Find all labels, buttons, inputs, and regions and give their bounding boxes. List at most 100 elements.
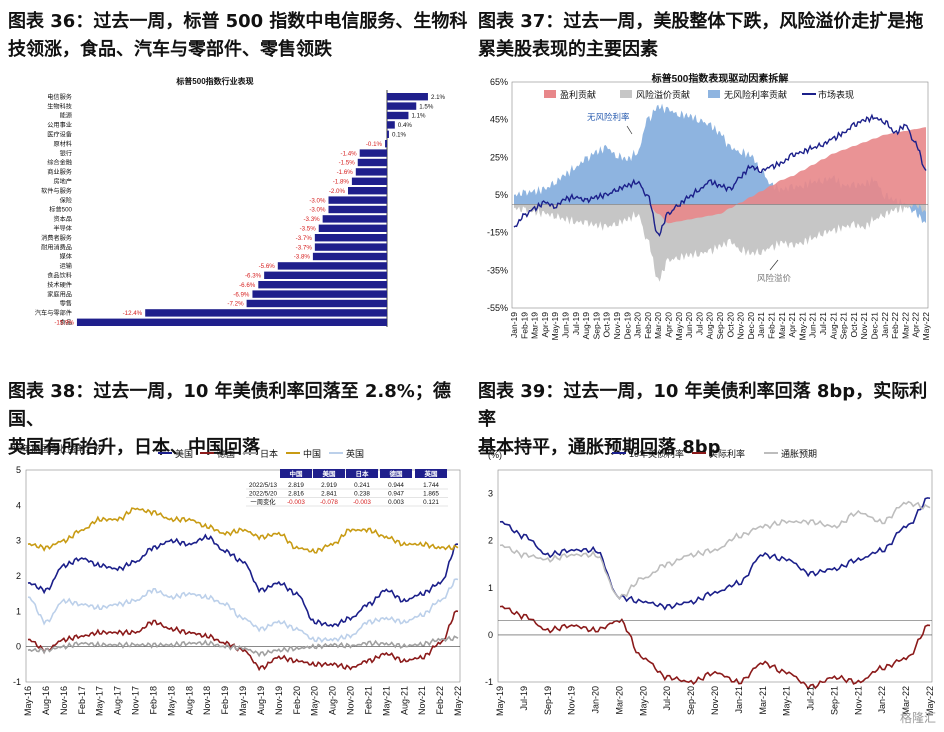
x-tick-label: Mar-20 <box>653 312 663 339</box>
category-label: 医疗设备 <box>47 131 73 139</box>
x-tick-label: Oct-19 <box>602 312 612 338</box>
y-tick-label: 3 <box>488 489 493 499</box>
x-tick-label: Mar-22 <box>900 312 910 339</box>
title-line-1: 图表 39：过去一周，10 年美债利率回落 8bp，实际利率 <box>478 381 928 430</box>
bar-12 <box>328 196 387 204</box>
x-tick-label: Aug-16 <box>41 686 51 715</box>
category-label: 房地产 <box>53 178 72 186</box>
table-cell: 0.121 <box>423 499 439 506</box>
x-tick-label: Aug-18 <box>184 686 194 715</box>
data-label: -6.6% <box>239 282 256 289</box>
watermark: 格隆汇 <box>899 711 936 725</box>
x-tick-label: Nov-19 <box>567 686 577 715</box>
bar-25 <box>76 318 387 326</box>
x-tick-label: Jun-21 <box>808 312 818 338</box>
x-tick-label: Jun-19 <box>561 312 571 338</box>
data-label: -1.5% <box>339 160 356 167</box>
x-tick-label: Sep-19 <box>543 686 553 715</box>
bar-6 <box>385 140 387 148</box>
table-header-label: 英国 <box>424 469 439 478</box>
x-tick-label: Jun-20 <box>684 312 694 338</box>
category-label: 半导体 <box>53 225 72 233</box>
x-tick-label: Feb-19 <box>519 312 529 339</box>
x-tick-label: Nov-20 <box>736 312 746 340</box>
data-label: -5.6% <box>259 263 276 270</box>
category-label: 公用事业 <box>47 121 72 129</box>
x-tick-label: Dec-21 <box>870 312 880 340</box>
legend-label: 实际利率 <box>709 448 745 459</box>
y-axis-label: 10年期国债收益率，% <box>12 443 102 454</box>
data-label: -0.1% <box>366 141 383 148</box>
table-header-cell <box>380 469 412 478</box>
plot-frame <box>25 469 461 683</box>
series-line-breakeven <box>499 500 931 600</box>
x-tick-label: Apr-22 <box>911 312 921 338</box>
data-label: -1.8% <box>333 179 350 186</box>
chart-39-line-chart: (%) 3 2 1 0 -1 10年美债利率 实际利率 通胀预期 May-19 Jul-19 Sep-… <box>485 448 935 716</box>
x-tick-label: Jul-20 <box>694 312 704 335</box>
y-tick-label: 25% <box>490 152 508 162</box>
category-label: 消费者服务 <box>41 234 72 242</box>
risk-free-area <box>514 103 926 205</box>
table-cell: 2.919 <box>321 482 337 489</box>
series-line-real <box>499 605 931 691</box>
x-tick-label: Feb-21 <box>767 312 777 339</box>
bar-15 <box>318 224 387 232</box>
data-label: -3.7% <box>296 235 313 242</box>
x-tick-label: Oct-21 <box>849 312 859 338</box>
data-label: -3.3% <box>303 216 320 223</box>
y-tick-label: -1 <box>13 677 21 687</box>
x-tick-label: Dec-19 <box>622 312 632 340</box>
plot-frame <box>511 81 929 309</box>
x-tick-label: Nov-21 <box>859 312 869 340</box>
x-tick-label: Mar-21 <box>777 312 787 339</box>
x-tick-label: May-21 <box>797 312 807 341</box>
data-label: -2.0% <box>329 188 346 195</box>
table-cell: 2.816 <box>288 491 304 498</box>
table-cell: 0.238 <box>354 491 370 498</box>
x-tick-label: Feb-22 <box>435 686 445 715</box>
category-label: 综合金融 <box>47 159 72 167</box>
y-tick-label: 0 <box>16 642 21 652</box>
data-label: -15.9% <box>54 320 74 327</box>
legend-swatch <box>708 90 720 98</box>
y-tick-label: -55% <box>487 303 508 313</box>
chart-39-title: 图表 39：过去一周，10 年美债利率回落 8bp，实际利率 基本持平，通胀预期… <box>478 378 938 462</box>
data-label: -1.6% <box>337 169 354 176</box>
category-label: 生物科技 <box>47 102 72 110</box>
category-label: 保险 <box>60 196 73 204</box>
category-label: 软件与服务 <box>41 187 72 195</box>
x-tick-label: May-22 <box>925 686 935 716</box>
bar-10 <box>351 177 387 185</box>
bar-14 <box>322 215 387 223</box>
bar-19 <box>277 262 387 270</box>
x-tick-label: Feb-20 <box>292 686 302 715</box>
y-tick-label: 65% <box>490 77 508 87</box>
chart-36-title: 图表 36：过去一周，标普 500 指数中电信服务、生物科 技领涨，食品、汽车与… <box>8 8 468 64</box>
category-label: 食品饮料 <box>47 272 72 280</box>
category-label: 标普500 <box>49 206 72 214</box>
x-tick-label: May-18 <box>166 686 176 716</box>
data-label: 0.1% <box>392 132 407 139</box>
table-cell: 1.865 <box>423 491 439 498</box>
category-label: 食品 <box>60 319 72 327</box>
x-tick-label: May-20 <box>310 686 320 716</box>
x-tick-label: May-19 <box>238 686 248 716</box>
y-tick-label: -15% <box>487 228 508 238</box>
title-line-1: 图表 37：过去一周，美股整体下跌，风险溢价走扩是拖 <box>478 11 924 32</box>
x-tick-label: Mar-20 <box>614 686 624 715</box>
y-tick-label: 2 <box>488 536 493 546</box>
y-tick-label: 5% <box>495 190 508 200</box>
legend-label: 风险溢价贡献 <box>636 89 690 100</box>
y-tick-label: 1 <box>488 583 493 593</box>
title-line-2: 累美股表现的主要因素 <box>478 39 658 60</box>
x-tick-label: Feb-19 <box>220 686 230 715</box>
x-tick-label: Aug-20 <box>705 312 715 340</box>
data-label: -3.5% <box>300 226 317 233</box>
bar-9 <box>355 168 387 176</box>
y-tick-label: 5 <box>16 465 21 475</box>
bar-20 <box>264 271 387 279</box>
x-tick-label: Feb-17 <box>77 686 87 715</box>
bar-16 <box>314 234 387 242</box>
